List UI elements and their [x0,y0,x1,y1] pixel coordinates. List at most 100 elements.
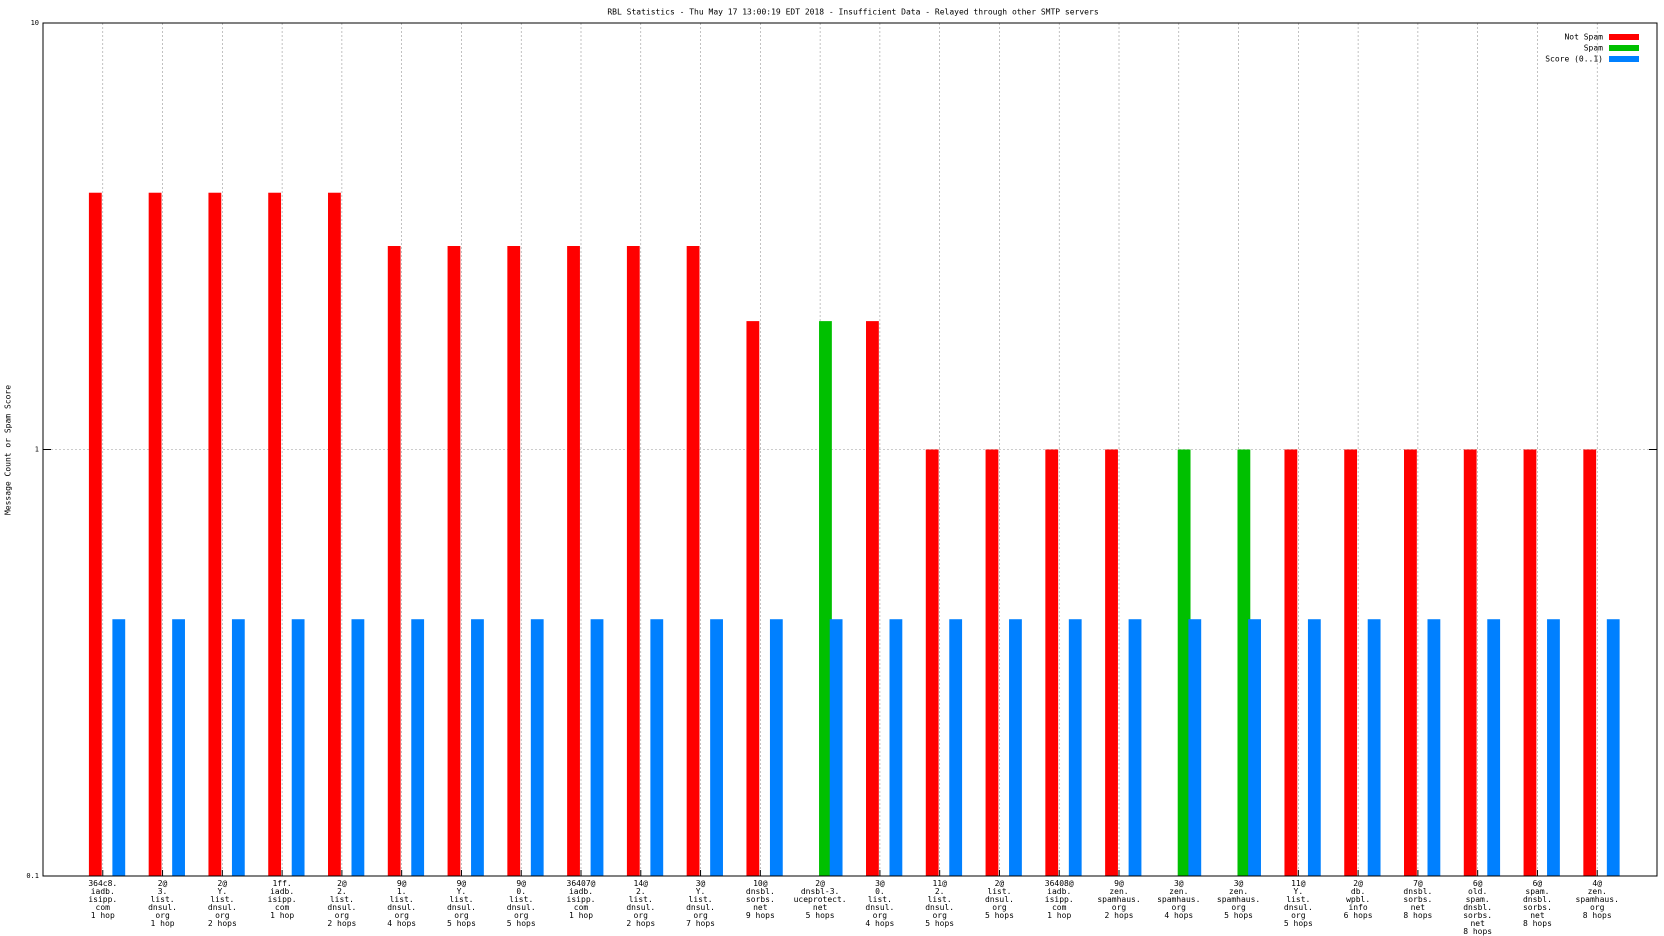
x-tick-label-line: dnsul. [148,903,177,912]
x-tick-label: 11@ Y. list. dnsul. org 5 hops [1284,879,1313,928]
x-tick-label-line: list. [689,895,713,904]
x-tick-label-line: org [215,911,230,920]
x-tick-label-line: 36407@ [567,879,596,888]
x-tick-label-line: db. [1351,887,1365,896]
x-tick-label-line: org [1112,903,1127,912]
bar [172,619,185,876]
bar [650,619,664,876]
bar [328,192,341,876]
x-tick-label-line: list. [987,887,1011,896]
x-tick-label-line: org [514,911,529,920]
x-tick-label-line: com [275,903,290,912]
x-tick-label-line: org [454,911,469,920]
x-tick-label-line: sorbs. [1403,895,1432,904]
x-tick-label-line: 364c8. [88,879,117,888]
x-tick-label-line: 5 hops [925,919,954,928]
x-tick-label-line: dnsul. [925,903,954,912]
x-tick-label-line: 9 hops [746,911,775,920]
x-tick-label-line: 1 hop [270,911,294,920]
x-tick-label-line: 9@ [1114,879,1124,888]
x-tick-label-line: 4@ [1592,879,1602,888]
x-tick-label-line: 36408@ [1045,879,1074,888]
x-tick-label: 9@ 0. list. dnsul. org 5 hops [507,879,536,928]
bar [208,192,222,876]
bar [590,619,604,876]
x-tick-label-line: dnsul. [985,895,1014,904]
x-tick-label: 1ff. iadb. isipp. com 1 hop [268,879,297,920]
x-tick-label-line: 1ff. [272,879,291,888]
bar [507,246,521,876]
x-tick-label-line: com [574,903,589,912]
x-tick-label-line: zen. [1229,887,1248,896]
x-tick-label-line: 2 hops [626,919,655,928]
x-tick-label-line: 7@ [1413,879,1423,888]
x-tick-label-line: 2. [636,887,646,896]
x-tick-label-line: 8 hops [1523,919,1552,928]
x-tick-label-line: org [335,911,350,920]
bar [1284,449,1298,876]
x-tick-label-line: old. [1468,887,1487,896]
x-tick-label-line: 2@ [995,879,1005,888]
y-tick-label: 10 [31,19,39,27]
x-tick-label-line: 11@ [932,879,947,888]
x-tick-label: 36408@ iadb. isipp. com 1 hop [1045,879,1074,920]
x-tick-label-line: sorbs. [746,895,775,904]
x-tick-label-line: isipp. [88,895,117,904]
x-tick-label-line: uceprotect. [794,895,847,904]
bar [1427,619,1441,876]
x-tick-label-line: org [992,903,1007,912]
x-tick-label: 6@ spam. dnsbl. sorbs. net 8 hops [1523,879,1552,928]
x-tick-label-line: 5 hops [1284,919,1313,928]
x-tick-label-line: dnsbl. [1403,887,1432,896]
x-tick-label-line: org [155,911,170,920]
x-tick-label-line: 0. [875,887,885,896]
x-tick-label-line: 5 hops [985,911,1014,920]
x-tick-label-line: 4 hops [1164,911,1193,920]
bar [1463,449,1477,876]
bar [567,246,580,876]
bar [1068,619,1082,876]
chart-title: RBL Statistics - Thu May 17 13:00:19 EDT… [607,8,1098,17]
x-tick-label-line: 2. [337,887,347,896]
x-tick-label-line: 2@ [815,879,825,888]
x-tick-label-line: 3. [158,887,168,896]
x-tick-label-line: 5 hops [507,919,536,928]
y-tick-label: 0.1 [26,872,39,880]
bar [1583,449,1597,876]
x-tick-label-line: 14@ [634,879,649,888]
bar [1045,449,1059,876]
x-tick-label-line: 1 hop [151,919,175,928]
x-tick-label-line: spamhaus. [1217,895,1260,904]
x-tick-label-line: list. [390,895,414,904]
legend-label: Spam [1584,44,1603,53]
bar [819,321,832,876]
x-tick-label-line: isipp. [1045,895,1074,904]
bar [925,449,939,876]
x-tick-label-line: org [394,911,409,920]
x-tick-label: 3@ zen. spamhaus. org 4 hops [1157,879,1200,920]
x-tick-label: 3@ 0. list. dnsul. org 4 hops [865,879,894,928]
x-tick-label-line: 6 hops [1344,911,1373,920]
x-tick-label: 2@ db. wpbl. info 6 hops [1344,879,1373,920]
bar [1523,449,1537,876]
bar [985,449,999,876]
bar [291,619,305,876]
bar [530,619,544,876]
bar [148,192,162,876]
bar [1177,449,1191,876]
x-tick-label-line: isipp. [567,895,596,904]
x-tick-label-line: list. [868,895,892,904]
bar [387,246,401,876]
legend-swatch [1609,56,1639,62]
x-tick-label: 9@ Y. list. dnsul. org 5 hops [447,879,476,928]
x-tick-label-line: dnsul. [626,903,655,912]
x-tick-label-line: 2@ [1353,879,1363,888]
x-tick-label: 3@ Y. list. dnsul. org 7 hops [686,879,715,928]
x-tick-label-line: org [873,911,888,920]
x-tick-label-line: zen. [1169,887,1188,896]
bar [1248,619,1261,876]
x-tick-label: 2@ list. dnsul. org 5 hops [985,879,1014,920]
bar [1606,619,1620,876]
x-tick-label-line: spam. [1525,887,1549,896]
x-tick-label-line: 9@ [516,879,526,888]
